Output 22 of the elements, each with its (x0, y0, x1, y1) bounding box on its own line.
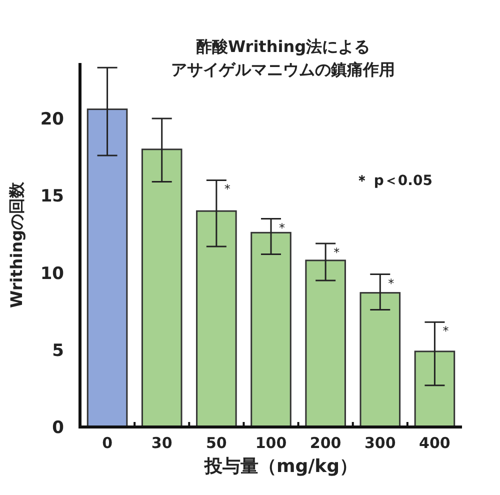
y-tick-label: 10 (40, 264, 64, 284)
annotation: * (224, 182, 230, 196)
annotation: ＊ p＜0.05 (355, 173, 432, 189)
annotation: * (279, 220, 285, 235)
y-tick-label: 5 (52, 340, 64, 361)
x-tick-label: 300 (364, 434, 396, 452)
x-axis-title: 投与量（mg/kg） (203, 456, 358, 477)
annotation: * (442, 324, 449, 338)
y-tick-label: 20 (40, 110, 64, 130)
annotation: * (388, 276, 394, 290)
y-tick-label: 15 (40, 186, 64, 207)
x-tick-label: 0 (102, 434, 113, 452)
chart-subtitle: アサイゲルマニウムの鎮痛作用 (171, 60, 395, 79)
x-tick-label: 400 (419, 434, 450, 452)
annotation: * (334, 245, 340, 260)
y-tick-label: 0 (52, 418, 64, 438)
y-axis-title: Writhingの回数 (7, 180, 26, 308)
x-tick-label: 30 (151, 434, 172, 452)
x-tick-label: 100 (255, 434, 287, 452)
x-tick-label: 50 (206, 434, 227, 452)
chart-title: 酢酸Writhing法による (196, 37, 370, 56)
x-tick-label: 200 (310, 434, 342, 452)
